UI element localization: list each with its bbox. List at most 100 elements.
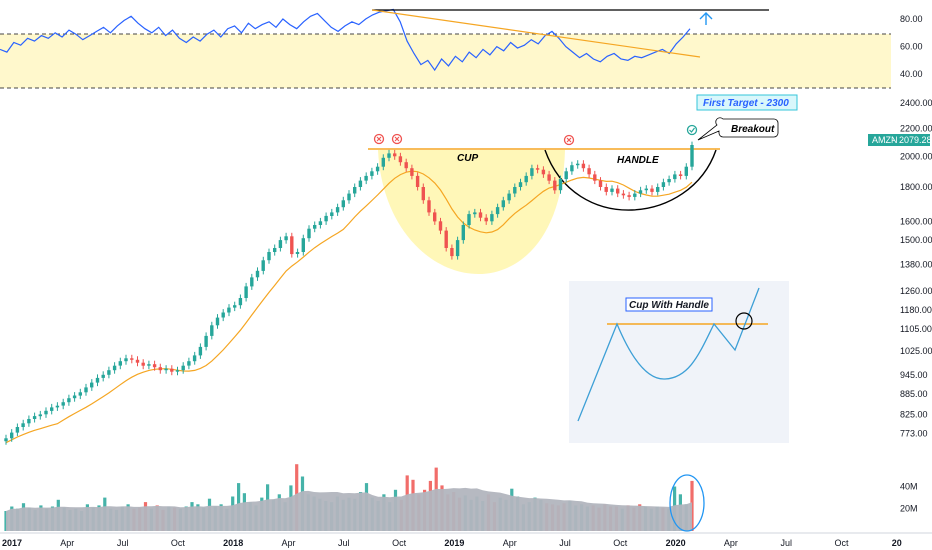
time-tick-label: 20	[892, 538, 902, 548]
candle-body	[210, 325, 214, 336]
candle-body	[598, 180, 603, 187]
volume-highlight-ellipse	[669, 474, 705, 532]
candle-body	[421, 187, 425, 201]
candle-body	[135, 359, 140, 363]
candle-body	[375, 166, 380, 172]
last-price-symbol: AMZN	[872, 135, 898, 145]
candle-body	[198, 346, 203, 356]
candle-body	[461, 225, 465, 241]
candle-body	[438, 221, 443, 231]
candle-body	[284, 236, 288, 241]
candle-body	[616, 188, 620, 194]
candles	[4, 141, 694, 445]
candle-body	[255, 270, 260, 278]
candle-body	[547, 174, 551, 181]
candle-body	[684, 166, 688, 176]
candle-body	[175, 370, 180, 372]
candle-body	[621, 193, 626, 196]
time-tick-label: 2018	[223, 538, 243, 548]
candle-body	[347, 193, 351, 201]
first-target-box: First Target - 2300	[696, 94, 798, 111]
candle-body	[587, 168, 591, 175]
time-tick-label: Apr	[503, 538, 517, 548]
candle-body	[644, 188, 648, 191]
candle-body	[233, 305, 237, 308]
candle-body	[124, 358, 128, 362]
candle-body	[15, 427, 20, 433]
candle-body	[4, 438, 8, 442]
time-tick-label: 2017	[2, 538, 22, 548]
price-tick-label: 1500.00	[900, 235, 932, 245]
candle-body	[112, 365, 117, 371]
candle-body	[158, 367, 162, 371]
price-tick-label: 1260.00	[900, 286, 932, 296]
candle-body	[152, 364, 157, 368]
candle-body	[90, 382, 94, 388]
candle-body	[484, 217, 488, 222]
time-tick-label: Apr	[281, 538, 295, 548]
candle-body	[433, 212, 437, 222]
candle-body	[513, 187, 517, 194]
candle-body	[364, 175, 368, 181]
candle-body	[507, 193, 511, 201]
candle-body	[67, 398, 71, 403]
candle-body	[473, 212, 477, 215]
last-price-sep: -	[892, 135, 895, 145]
time-tick-label: Oct	[613, 538, 628, 548]
candle-body	[353, 187, 357, 194]
breakout-callout: Breakout	[697, 117, 779, 141]
candle-body	[633, 193, 637, 197]
candle-body	[244, 286, 248, 298]
time-tick-label: Jul	[780, 538, 792, 548]
candle-body	[261, 260, 265, 271]
price-tick-label: 1025.00	[900, 346, 932, 356]
candle-body	[673, 174, 677, 180]
price-tick-label: 1380.00	[900, 259, 932, 269]
candle-body	[415, 175, 420, 187]
checkmark-icon	[686, 124, 698, 136]
candle-body	[101, 374, 105, 378]
candle-body	[358, 180, 363, 187]
volume-axis: 40M 20M	[900, 482, 918, 514]
candle-body	[570, 165, 574, 172]
indicator-tick-label: 80.00	[900, 14, 923, 24]
candle-body	[278, 240, 283, 248]
candle-body	[141, 362, 145, 366]
candle-body	[181, 365, 185, 371]
candle-body	[295, 252, 300, 254]
price-pane: CUP HANDLE Breakout First Target - 2300 …	[4, 94, 932, 445]
time-tick-label: Oct	[834, 538, 849, 548]
candle-body	[164, 368, 168, 371]
candle-body	[192, 355, 197, 362]
candle-body	[50, 407, 54, 411]
candle-body	[501, 200, 505, 208]
candle-body	[84, 387, 88, 393]
moving-average-line	[5, 170, 693, 444]
candle-body	[204, 335, 208, 347]
candle-body	[581, 163, 586, 169]
candle-body	[450, 248, 454, 257]
indicator-tick-label: 40.00	[900, 69, 923, 79]
candle-body	[335, 207, 340, 213]
volume-average-area	[6, 487, 692, 531]
candle-body	[330, 212, 334, 216]
candle-body	[147, 364, 151, 366]
price-tick-label: 1180.00	[900, 305, 932, 315]
candle-body	[215, 317, 220, 326]
candle-body	[21, 423, 25, 427]
candle-body	[541, 169, 546, 175]
last-price-tag: AMZN - 2079.28	[868, 134, 932, 146]
cup-shape	[378, 150, 565, 275]
candle-body	[107, 370, 111, 375]
candle-body	[273, 248, 277, 252]
candle-body	[32, 416, 37, 419]
candle-body	[221, 312, 225, 318]
candle-body	[381, 157, 385, 167]
candle-body	[535, 168, 540, 170]
candle-body	[524, 175, 528, 183]
price-tick-label: 1800.00	[900, 182, 932, 192]
candle-body	[661, 182, 666, 187]
price-tick-label: 2000.00	[900, 151, 932, 161]
time-tick-label: Apr	[60, 538, 74, 548]
candle-body	[290, 236, 294, 255]
